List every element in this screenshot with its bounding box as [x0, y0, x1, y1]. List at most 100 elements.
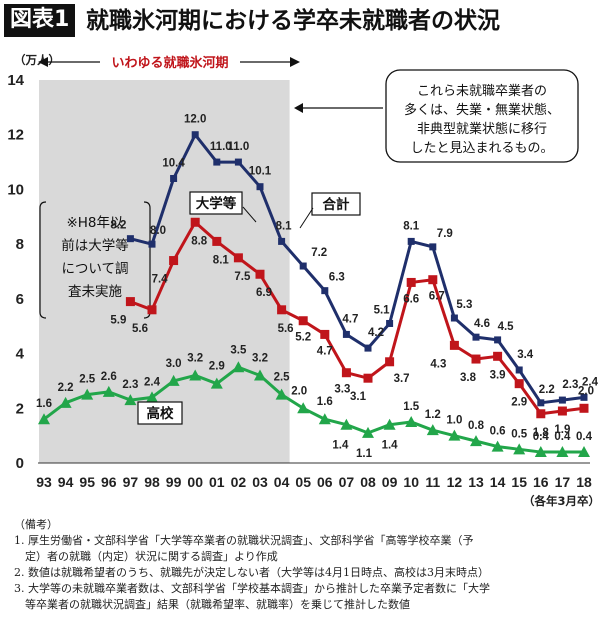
x-tick-label: 15 [511, 474, 527, 490]
notes-section: （備考） 1. 厚生労働省・文部科学省「大学等卒業者の就職状況調査」、文部科学省… [14, 517, 598, 613]
data-label: 8.0 [150, 225, 166, 237]
data-point [491, 440, 504, 452]
data-label: 3.9 [490, 369, 506, 381]
data-label: 4.3 [430, 358, 446, 370]
data-label: 1.6 [317, 396, 333, 408]
x-tick-label: 12 [447, 474, 463, 490]
data-point [513, 443, 526, 455]
data-label: 3.1 [350, 391, 367, 403]
data-label: 2.5 [79, 374, 96, 386]
data-label: 6.7 [429, 291, 445, 303]
data-label: 0.4 [576, 431, 593, 443]
x-axis-ticks: 93 94 95 96 97 98 99 00 01 02 03 04 05 06 07 08 09 10 11 12… [36, 474, 592, 490]
figure-label: 図表1 [4, 4, 76, 37]
data-point [515, 366, 523, 374]
data-point [299, 262, 307, 270]
data-point [426, 424, 439, 436]
data-label: 12.0 [184, 114, 206, 126]
y-axis-ticks: 0 2 4 6 8 10 12 14 [7, 72, 24, 472]
data-point [102, 385, 115, 397]
data-label: 6.9 [256, 287, 272, 299]
data-point [579, 403, 589, 413]
data-label: 2.2 [58, 382, 74, 394]
data-label: 8.2 [110, 220, 126, 232]
data-label: 2.5 [274, 372, 291, 384]
x-tick-label: 00 [187, 474, 203, 490]
note-line: について調 [61, 261, 128, 277]
data-point [254, 369, 266, 381]
notes-line-2: 定）者の就職（内定）状況に関する調査」より作成 [14, 550, 278, 563]
data-label: 2.6 [101, 371, 117, 383]
data-point [275, 388, 288, 400]
data-label: 3.3 [334, 384, 350, 396]
data-point [449, 340, 459, 350]
x-tick-label: 13 [468, 474, 484, 490]
x-tick-label: 03 [252, 474, 268, 490]
x-tick-label: 01 [209, 474, 225, 490]
data-point [297, 402, 310, 414]
data-point [514, 379, 524, 389]
data-point [255, 269, 265, 279]
data-point [405, 415, 418, 427]
data-point [341, 368, 351, 378]
data-label: 2.3 [122, 379, 138, 391]
data-label: 11.0 [228, 141, 250, 153]
legend-label: 高校 [147, 405, 174, 422]
legend-box [311, 192, 361, 216]
data-label: 6.3 [329, 272, 345, 284]
data-label: 5.1 [374, 304, 391, 316]
data-label: 2.2 [539, 384, 555, 396]
notes-line-5: 等卒業者の就職状況調査」結果（就職希望率、就職率）を乗じて推計した数値 [14, 598, 410, 611]
data-point [146, 391, 158, 403]
ice-age-shaded-region [39, 80, 290, 463]
notes-line-3: 2. 数値は就職希望者のうち、就職先が決定しない者（大学等は4月1日時点、高校は… [14, 566, 489, 579]
data-point [558, 396, 566, 404]
x-axis-unit: （各年3月卒） [523, 494, 600, 508]
data-point [38, 413, 50, 425]
data-label: 0.4 [533, 431, 550, 443]
data-label: 3.4 [517, 349, 534, 361]
series-line-total [130, 133, 585, 405]
data-label: 3.5 [230, 344, 247, 356]
data-point [148, 240, 156, 248]
data-point [363, 373, 373, 383]
ice-age-arrow [38, 52, 300, 72]
x-tick-label: 07 [339, 474, 355, 490]
data-label: 1.2 [425, 409, 441, 421]
callout-line: したと見込まれるもの。 [410, 141, 553, 156]
x-tick-label: 94 [58, 474, 74, 490]
callout-line: 非典型就業状態に移行 [417, 121, 547, 137]
series-line-highschool [43, 365, 584, 454]
x-tick-label: 16 [533, 474, 549, 490]
data-label: 3.7 [394, 373, 410, 385]
data-point [386, 319, 394, 327]
callout-line: 多くは、失業・無業状態、 [404, 102, 560, 118]
data-label: 3.2 [252, 352, 268, 364]
data-label: 0.6 [490, 426, 506, 438]
data-label: 0.4 [554, 431, 571, 443]
data-label: 2.9 [511, 397, 527, 409]
data-point [578, 446, 590, 458]
data-label: 10.4 [162, 157, 185, 169]
data-label: 7.4 [152, 274, 169, 286]
data-label: 2.9 [209, 361, 225, 373]
y-tick-label: 12 [7, 127, 24, 144]
data-point [169, 256, 179, 266]
data-point [450, 314, 458, 322]
y-tick-label: 8 [16, 236, 24, 253]
data-point [494, 336, 502, 344]
data-label: 2.4 [144, 376, 161, 388]
data-point [407, 237, 415, 245]
data-point [147, 305, 157, 315]
data-point [190, 217, 200, 227]
y-axis-unit: （万人） [14, 53, 60, 67]
x-tick-label: 14 [490, 474, 506, 490]
y-tick-label: 0 [16, 455, 24, 472]
x-tick-label: 98 [144, 474, 160, 490]
callout-box [294, 69, 579, 163]
x-tick-label: 96 [101, 474, 117, 490]
data-label: 7.2 [311, 247, 327, 259]
data-label: 4.2 [368, 327, 384, 339]
data-point [234, 158, 242, 166]
data-point [189, 369, 202, 381]
